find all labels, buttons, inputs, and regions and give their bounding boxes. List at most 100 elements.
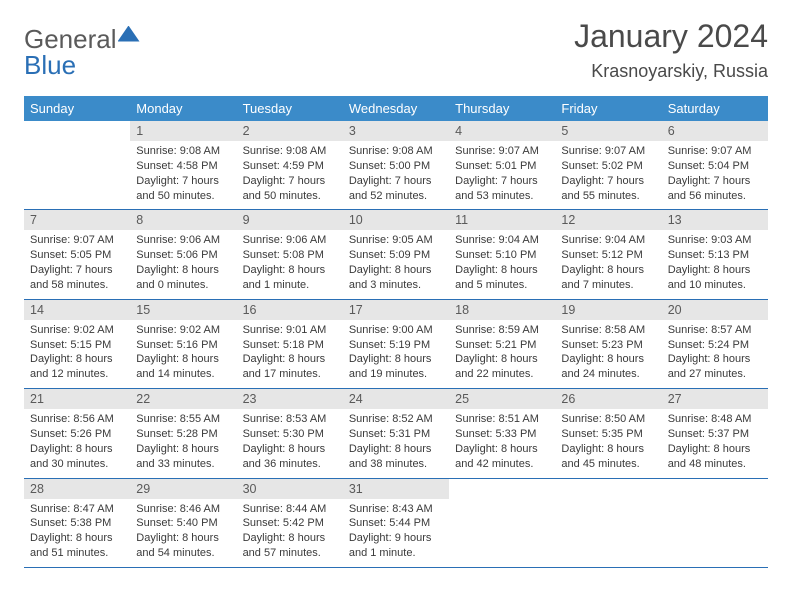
day-details: Sunrise: 9:05 AMSunset: 5:09 PMDaylight:… [343, 230, 449, 298]
calendar-day: 10Sunrise: 9:05 AMSunset: 5:09 PMDayligh… [343, 210, 449, 299]
day-details: Sunrise: 9:08 AMSunset: 4:58 PMDaylight:… [130, 141, 236, 209]
calendar-day: 2Sunrise: 9:08 AMSunset: 4:59 PMDaylight… [237, 121, 343, 210]
day-number: 9 [237, 210, 343, 230]
calendar-day: 26Sunrise: 8:50 AMSunset: 5:35 PMDayligh… [555, 389, 661, 478]
calendar-day: 23Sunrise: 8:53 AMSunset: 5:30 PMDayligh… [237, 389, 343, 478]
day-header: Friday [555, 96, 661, 121]
day-number: 15 [130, 300, 236, 320]
calendar-day: 20Sunrise: 8:57 AMSunset: 5:24 PMDayligh… [662, 299, 768, 388]
day-details: Sunrise: 8:55 AMSunset: 5:28 PMDaylight:… [130, 409, 236, 477]
calendar-day: 31Sunrise: 8:43 AMSunset: 5:44 PMDayligh… [343, 478, 449, 567]
day-header: Tuesday [237, 96, 343, 121]
day-number: 27 [662, 389, 768, 409]
day-number: 12 [555, 210, 661, 230]
calendar-day: 22Sunrise: 8:55 AMSunset: 5:28 PMDayligh… [130, 389, 236, 478]
day-number: 4 [449, 121, 555, 141]
day-details: Sunrise: 9:07 AMSunset: 5:04 PMDaylight:… [662, 141, 768, 209]
calendar-week: 28Sunrise: 8:47 AMSunset: 5:38 PMDayligh… [24, 478, 768, 567]
calendar-day: 7Sunrise: 9:07 AMSunset: 5:05 PMDaylight… [24, 210, 130, 299]
day-details: Sunrise: 8:58 AMSunset: 5:23 PMDaylight:… [555, 320, 661, 388]
day-details: Sunrise: 8:43 AMSunset: 5:44 PMDaylight:… [343, 499, 449, 567]
day-number: 25 [449, 389, 555, 409]
calendar-day: 9Sunrise: 9:06 AMSunset: 5:08 PMDaylight… [237, 210, 343, 299]
day-details: Sunrise: 9:04 AMSunset: 5:10 PMDaylight:… [449, 230, 555, 298]
calendar-day: 21Sunrise: 8:56 AMSunset: 5:26 PMDayligh… [24, 389, 130, 478]
day-number: 6 [662, 121, 768, 141]
calendar-week: 7Sunrise: 9:07 AMSunset: 5:05 PMDaylight… [24, 210, 768, 299]
day-number: 30 [237, 479, 343, 499]
day-number: 23 [237, 389, 343, 409]
calendar-day: 16Sunrise: 9:01 AMSunset: 5:18 PMDayligh… [237, 299, 343, 388]
calendar-day: 14Sunrise: 9:02 AMSunset: 5:15 PMDayligh… [24, 299, 130, 388]
calendar-day: 19Sunrise: 8:58 AMSunset: 5:23 PMDayligh… [555, 299, 661, 388]
day-number: 5 [555, 121, 661, 141]
day-details: Sunrise: 9:01 AMSunset: 5:18 PMDaylight:… [237, 320, 343, 388]
calendar-week: 21Sunrise: 8:56 AMSunset: 5:26 PMDayligh… [24, 389, 768, 478]
day-details: Sunrise: 9:03 AMSunset: 5:13 PMDaylight:… [662, 230, 768, 298]
day-number: 31 [343, 479, 449, 499]
day-number: 3 [343, 121, 449, 141]
day-details: Sunrise: 9:02 AMSunset: 5:15 PMDaylight:… [24, 320, 130, 388]
calendar-day: 8Sunrise: 9:06 AMSunset: 5:06 PMDaylight… [130, 210, 236, 299]
day-number: 14 [24, 300, 130, 320]
day-header-row: SundayMondayTuesdayWednesdayThursdayFrid… [24, 96, 768, 121]
day-number: 18 [449, 300, 555, 320]
day-details: Sunrise: 8:47 AMSunset: 5:38 PMDaylight:… [24, 499, 130, 567]
calendar-body: 1Sunrise: 9:08 AMSunset: 4:58 PMDaylight… [24, 121, 768, 567]
day-number: 21 [24, 389, 130, 409]
day-details: Sunrise: 8:53 AMSunset: 5:30 PMDaylight:… [237, 409, 343, 477]
calendar-day: 1Sunrise: 9:08 AMSunset: 4:58 PMDaylight… [130, 121, 236, 210]
calendar-day: 11Sunrise: 9:04 AMSunset: 5:10 PMDayligh… [449, 210, 555, 299]
day-details: Sunrise: 8:59 AMSunset: 5:21 PMDaylight:… [449, 320, 555, 388]
day-number: 16 [237, 300, 343, 320]
calendar-day: 28Sunrise: 8:47 AMSunset: 5:38 PMDayligh… [24, 478, 130, 567]
header: General January 2024 Krasnoyarskiy, Russ… [24, 18, 768, 82]
day-details: Sunrise: 8:50 AMSunset: 5:35 PMDaylight:… [555, 409, 661, 477]
day-header: Saturday [662, 96, 768, 121]
day-details: Sunrise: 8:57 AMSunset: 5:24 PMDaylight:… [662, 320, 768, 388]
calendar-table: SundayMondayTuesdayWednesdayThursdayFrid… [24, 96, 768, 568]
calendar-day [24, 121, 130, 210]
day-details: Sunrise: 8:52 AMSunset: 5:31 PMDaylight:… [343, 409, 449, 477]
day-number: 22 [130, 389, 236, 409]
calendar-day: 27Sunrise: 8:48 AMSunset: 5:37 PMDayligh… [662, 389, 768, 478]
day-number: 7 [24, 210, 130, 230]
logo-text-blue: Blue [24, 50, 76, 81]
calendar-day: 5Sunrise: 9:07 AMSunset: 5:02 PMDaylight… [555, 121, 661, 210]
calendar-day [662, 478, 768, 567]
day-details: Sunrise: 9:08 AMSunset: 4:59 PMDaylight:… [237, 141, 343, 209]
day-details: Sunrise: 8:48 AMSunset: 5:37 PMDaylight:… [662, 409, 768, 477]
day-details: Sunrise: 8:46 AMSunset: 5:40 PMDaylight:… [130, 499, 236, 567]
day-number: 24 [343, 389, 449, 409]
day-details: Sunrise: 9:02 AMSunset: 5:16 PMDaylight:… [130, 320, 236, 388]
calendar-day [449, 478, 555, 567]
location: Krasnoyarskiy, Russia [574, 61, 768, 82]
calendar-day: 4Sunrise: 9:07 AMSunset: 5:01 PMDaylight… [449, 121, 555, 210]
day-number: 29 [130, 479, 236, 499]
calendar-day: 17Sunrise: 9:00 AMSunset: 5:19 PMDayligh… [343, 299, 449, 388]
calendar-day: 3Sunrise: 9:08 AMSunset: 5:00 PMDaylight… [343, 121, 449, 210]
day-details: Sunrise: 9:04 AMSunset: 5:12 PMDaylight:… [555, 230, 661, 298]
calendar-week: 14Sunrise: 9:02 AMSunset: 5:15 PMDayligh… [24, 299, 768, 388]
day-number: 8 [130, 210, 236, 230]
title-block: January 2024 Krasnoyarskiy, Russia [574, 18, 768, 82]
calendar-day: 15Sunrise: 9:02 AMSunset: 5:16 PMDayligh… [130, 299, 236, 388]
day-number: 17 [343, 300, 449, 320]
day-header: Thursday [449, 96, 555, 121]
day-header: Sunday [24, 96, 130, 121]
day-details: Sunrise: 8:56 AMSunset: 5:26 PMDaylight:… [24, 409, 130, 477]
calendar-day: 18Sunrise: 8:59 AMSunset: 5:21 PMDayligh… [449, 299, 555, 388]
month-title: January 2024 [574, 18, 768, 55]
day-number: 13 [662, 210, 768, 230]
logo-triangle-icon [118, 26, 140, 42]
calendar-day: 12Sunrise: 9:04 AMSunset: 5:12 PMDayligh… [555, 210, 661, 299]
calendar-day: 25Sunrise: 8:51 AMSunset: 5:33 PMDayligh… [449, 389, 555, 478]
day-details: Sunrise: 9:07 AMSunset: 5:01 PMDaylight:… [449, 141, 555, 209]
day-details: Sunrise: 9:06 AMSunset: 5:06 PMDaylight:… [130, 230, 236, 298]
calendar-week: 1Sunrise: 9:08 AMSunset: 4:58 PMDaylight… [24, 121, 768, 210]
calendar-day: 30Sunrise: 8:44 AMSunset: 5:42 PMDayligh… [237, 478, 343, 567]
day-header: Wednesday [343, 96, 449, 121]
day-number: 28 [24, 479, 130, 499]
day-header: Monday [130, 96, 236, 121]
day-number: 10 [343, 210, 449, 230]
